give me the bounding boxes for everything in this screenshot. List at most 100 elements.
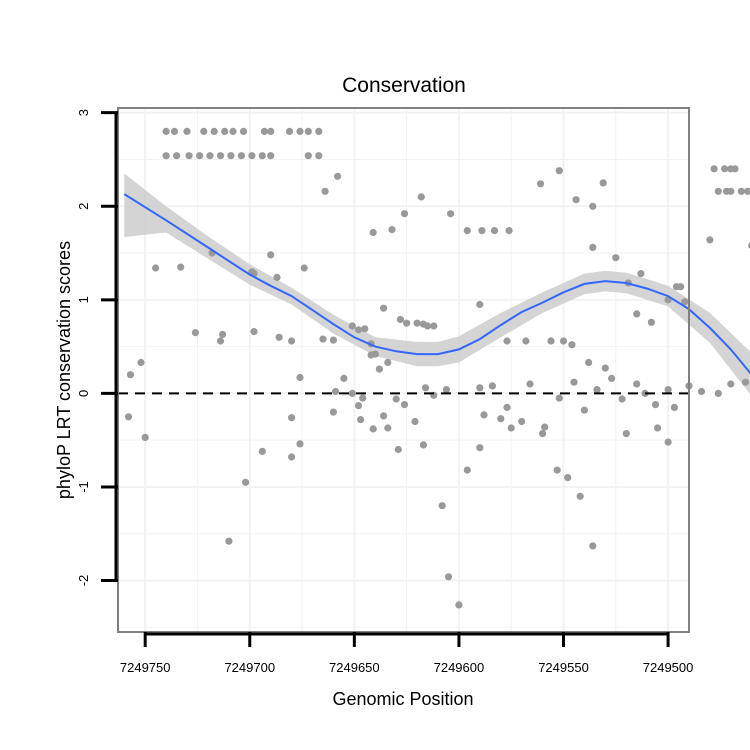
data-point: [124, 413, 133, 421]
data-point: [503, 403, 511, 411]
data-point: [340, 374, 348, 382]
data-point: [612, 254, 620, 262]
data-point: [580, 406, 589, 414]
data-point: [570, 378, 578, 386]
grid: [118, 108, 689, 632]
data-point: [555, 394, 563, 402]
data-point: [267, 127, 275, 135]
data-point: [380, 304, 388, 312]
data-point: [503, 337, 511, 345]
data-point: [419, 320, 427, 328]
data-point: [319, 335, 327, 343]
data-point: [196, 152, 204, 160]
data-point: [191, 329, 199, 337]
data-point: [526, 380, 534, 388]
data-point: [384, 358, 392, 367]
data-point: [438, 502, 446, 510]
data-point: [367, 351, 375, 359]
data-point: [329, 408, 337, 416]
data-point: [447, 210, 455, 218]
data-point: [714, 389, 722, 397]
smooth-line: [123, 193, 750, 375]
data-point: [647, 318, 656, 326]
data-point: [239, 127, 248, 135]
data-point: [183, 127, 191, 135]
data-point: [173, 152, 181, 160]
data-point: [258, 152, 266, 160]
data-point: [706, 236, 714, 244]
data-point: [618, 395, 626, 403]
data-point: [507, 424, 515, 432]
data-point: [216, 337, 225, 345]
data-point: [681, 298, 689, 306]
data-point: [476, 300, 484, 309]
data-point: [744, 187, 750, 195]
data-point: [478, 227, 486, 235]
data-point: [555, 167, 563, 175]
data-point: [403, 319, 411, 327]
data-point: [388, 226, 396, 234]
data-point: [216, 152, 225, 160]
data-point: [411, 417, 419, 426]
data-point: [384, 424, 392, 432]
data-point: [710, 165, 718, 173]
data-point: [248, 268, 256, 276]
y-tick-label: -2: [76, 575, 91, 587]
data-point: [258, 447, 266, 455]
data-point: [670, 403, 679, 411]
data-point: [229, 127, 237, 135]
data-point: [490, 227, 499, 235]
data-point: [539, 430, 547, 438]
data-point: [589, 243, 597, 251]
data-point: [476, 384, 484, 392]
data-point: [300, 264, 308, 272]
data-point: [654, 424, 662, 432]
data-point: [721, 165, 729, 173]
data-point: [221, 127, 229, 135]
data-point: [421, 384, 430, 392]
y-tick-label: 0: [76, 390, 91, 397]
data-point: [329, 336, 337, 344]
x-tick-label: 7249550: [538, 660, 589, 675]
data-point: [400, 210, 409, 218]
data-point: [170, 127, 179, 135]
data-point: [288, 337, 296, 345]
points-layer: [124, 127, 750, 609]
data-point: [430, 322, 438, 330]
data-point: [200, 127, 208, 135]
data-point: [304, 152, 312, 160]
y-tick-label: 3: [76, 109, 91, 116]
data-point: [162, 127, 170, 135]
data-point: [396, 315, 404, 324]
chart-title: Conservation: [342, 74, 466, 97]
data-point: [664, 438, 672, 446]
data-point: [463, 466, 471, 474]
data-point: [380, 412, 388, 420]
data-point: [304, 127, 312, 135]
data-point: [518, 417, 526, 426]
data-point: [727, 380, 735, 388]
data-point: [334, 172, 342, 180]
data-point: [488, 382, 496, 390]
data-point: [714, 187, 722, 195]
data-point: [664, 386, 672, 394]
data-point: [285, 127, 294, 135]
data-point: [419, 441, 427, 449]
data-point: [296, 127, 304, 135]
data-point: [369, 425, 377, 433]
data-point: [547, 337, 555, 345]
data-point: [348, 322, 356, 330]
x-tick-label: 7249650: [329, 660, 380, 675]
data-point: [677, 283, 685, 291]
data-point: [633, 310, 641, 318]
data-point: [444, 573, 453, 581]
data-point: [273, 273, 281, 281]
data-point: [315, 127, 323, 135]
data-point: [463, 227, 471, 235]
data-point: [357, 416, 365, 424]
data-point: [564, 474, 572, 482]
data-point: [593, 386, 601, 394]
data-point: [137, 358, 145, 367]
data-point: [394, 445, 402, 454]
data-point: [413, 319, 421, 327]
